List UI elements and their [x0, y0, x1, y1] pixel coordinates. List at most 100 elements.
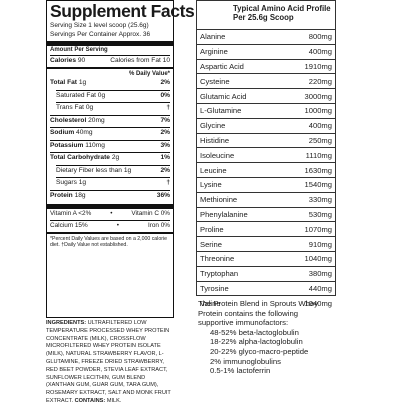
amino-value: 1040mg: [304, 254, 332, 264]
nutrient-row: Sugars 1g †: [50, 178, 170, 190]
daily-value-footnote: *Percent Daily Values are based on a 2,0…: [50, 236, 167, 249]
amino-row: Serine 910mg: [197, 236, 335, 251]
nutrient-label: Saturated Fat: [56, 91, 96, 99]
divider: [50, 114, 170, 116]
nutrient-label: Sodium: [50, 129, 75, 137]
nutrient-row: Total Carbohydrate 2g 1%: [50, 153, 170, 165]
amino-value: 1910mg: [304, 61, 332, 71]
nutrient-label: Protein: [50, 191, 73, 199]
nutrient-label: Dietary Fiber less than: [56, 166, 122, 174]
divider-thick: [47, 204, 173, 209]
amino-value: 800mg: [308, 32, 332, 42]
supplement-facts-title: Supplement Facts: [50, 1, 195, 21]
vitamin-left: Vitamin A <2%: [50, 210, 92, 218]
nutrient-rows: Total Fat 1g 2% Saturated Fat 0g 0% Trans Fa…: [50, 78, 170, 202]
nutrient-label: Cholesterol: [50, 116, 87, 124]
divider-medium: [47, 232, 173, 234]
immunofactor-item: 2% immunoglobulins: [210, 356, 281, 366]
amino-value: 380mg: [308, 269, 332, 279]
amino-name: Leucine: [200, 165, 227, 175]
vitamin-left: Calcium 15%: [50, 222, 88, 230]
nutrient-row: Dietary Fiber less than 1g 2%: [50, 166, 170, 178]
nutrient-daily-value: †: [166, 179, 170, 187]
amino-row: Cysteine 220mg: [197, 73, 335, 88]
amino-name: Methionine: [200, 195, 238, 205]
amino-value: 1000mg: [304, 106, 332, 116]
nutrient-daily-value: 2%: [160, 129, 170, 137]
nutrient-amount: 1g: [78, 79, 87, 87]
nutrient-row: Trans Fat 0g †: [50, 103, 170, 115]
nutrient-daily-value: 2%: [160, 166, 170, 174]
divider: [56, 102, 170, 103]
amino-value: 1040mg: [304, 298, 332, 308]
divider-thick: [47, 40, 173, 46]
divider: [50, 220, 170, 221]
amino-value: 1630mg: [304, 165, 332, 175]
amino-row: Lysine 1540mg: [197, 176, 335, 192]
nutrient-amount: 0g: [97, 91, 106, 99]
amino-value: 3000mg: [304, 91, 332, 101]
immunofactor-item: 48-52% beta-lactoglobulin: [210, 327, 299, 337]
amino-name: Tyrosine: [200, 283, 229, 293]
nutrient-amount: 1g: [78, 179, 87, 187]
amino-name: Serine: [200, 239, 222, 249]
amino-name: Proline: [200, 224, 224, 234]
nutrient-amount: 110mg: [85, 141, 105, 149]
amino-row: Histidine 250mg: [197, 132, 335, 148]
amino-value: 910mg: [308, 239, 332, 249]
amino-row: Tryptophan 380mg: [197, 265, 335, 281]
nutrient-daily-value: 0%: [160, 91, 170, 99]
servings-per-container: Servings Per Container Approx. 36: [50, 30, 151, 38]
nutrient-daily-value: 3%: [160, 141, 170, 149]
nutrient-amount: 0g: [85, 104, 94, 112]
divider: [56, 164, 170, 166]
amino-row: Leucine 1630mg: [197, 162, 335, 177]
nutrient-daily-value: 7%: [160, 116, 170, 124]
nutrient-label: Potassium: [50, 141, 84, 149]
amino-value: 330mg: [308, 195, 332, 205]
divider: [50, 152, 170, 153]
amino-row: Glycine 400mg: [197, 117, 335, 133]
amount-per-serving: Amount Per Serving: [50, 47, 108, 53]
divider: [50, 189, 170, 191]
amino-name: Cysteine: [200, 76, 230, 86]
amino-name: Glycine: [200, 121, 226, 131]
ingredients-label: INGREDIENTS:: [46, 320, 87, 326]
nutrient-amount: 18g: [74, 191, 86, 199]
amino-name: Aspartic Acid: [200, 61, 244, 71]
daily-value-header: % Daily Value*: [128, 70, 170, 77]
amino-row: Methionine 330mg: [197, 191, 335, 207]
amino-name: Phenylalanine: [200, 209, 248, 219]
amino-table-header: Typical Amino Acid Profile Per 25.6g Sco…: [197, 1, 335, 29]
vitamin-right: Iron 0%: [147, 222, 170, 230]
amino-title: Typical Amino Acid Profile: [233, 4, 331, 13]
amino-value: 440mg: [308, 283, 332, 293]
divider: [56, 89, 170, 91]
amino-row: Aspartic Acid 1910mg: [197, 58, 335, 74]
amino-value: 220mg: [308, 76, 332, 86]
nutrient-row: Potassium 110mg 3%: [50, 141, 170, 153]
amino-name: Glutamic Acid: [200, 91, 247, 101]
vitamin-right: Vitamin C 0%: [131, 210, 170, 218]
nutrient-row: Cholesterol 20mg 7%: [50, 116, 170, 128]
nutrient-label: Total Fat: [50, 79, 77, 87]
amino-name: L-Glutamine: [200, 106, 242, 116]
divider: [50, 127, 170, 128]
contains-label: CONTAINS:: [74, 397, 106, 404]
calories-value: 90: [77, 56, 86, 64]
nutrient-row: Sodium 40mg 2%: [50, 128, 170, 140]
vitamin-row: Calcium 15% • Iron 0%: [50, 221, 170, 232]
nutrient-label: Total Carbohydrate: [50, 154, 110, 162]
amino-row: Valine 1040mg: [197, 295, 335, 310]
blend-intro-line: supportive immunofactors:: [198, 318, 289, 328]
nutrient-row: Protein 18g 36%: [50, 191, 170, 203]
amino-row: Tyrosine 440mg: [197, 280, 335, 296]
amino-name: Arginine: [200, 47, 228, 57]
amino-subtitle: Per 25.6g Scoop: [233, 13, 294, 22]
contains-text: MILK.: [106, 397, 122, 404]
amino-name: Alanine: [200, 32, 226, 42]
amino-value: 530mg: [308, 209, 332, 219]
amino-value: 1110mg: [305, 150, 332, 160]
divider: [56, 177, 170, 178]
amino-rows: Alanine 800mg Arginine 400mg Aspartic Acid 19…: [197, 29, 335, 310]
